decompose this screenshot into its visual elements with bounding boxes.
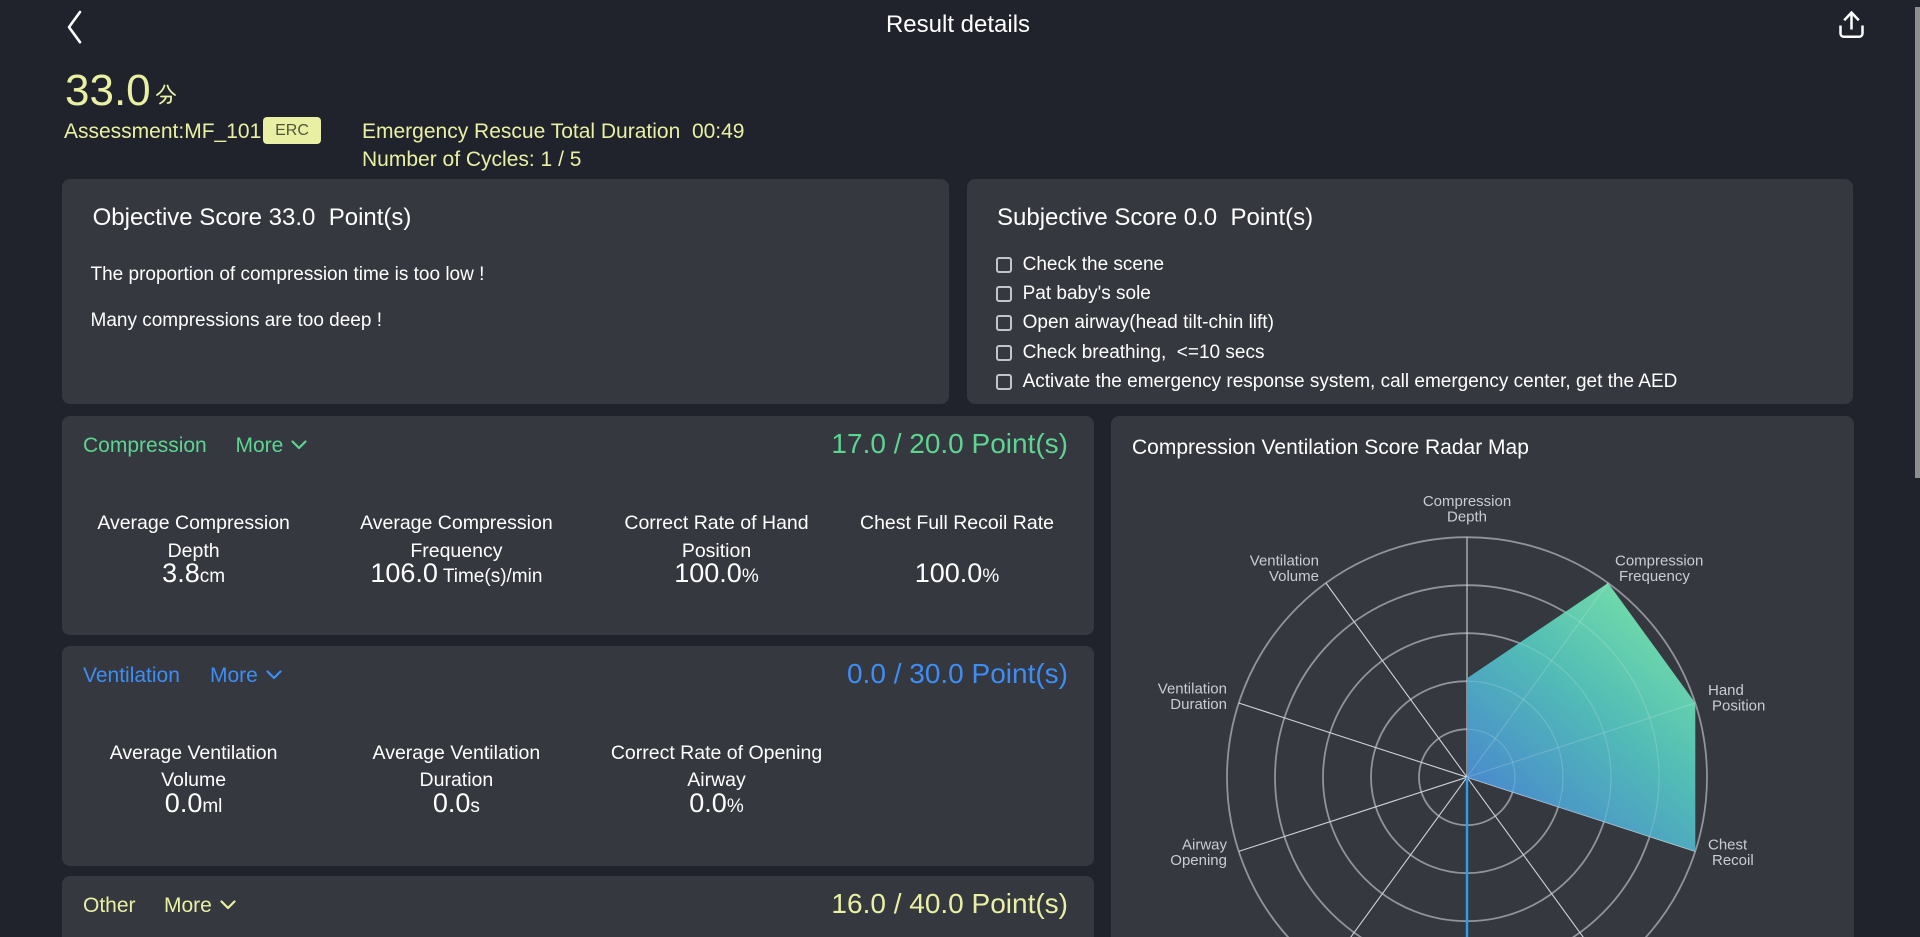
svg-text:Volume: Volume xyxy=(1269,568,1319,585)
svg-text:Frequency: Frequency xyxy=(1619,568,1690,585)
svg-text:Ventilation: Ventilation xyxy=(1250,552,1319,569)
svg-text:Airway: Airway xyxy=(1182,836,1228,853)
svg-text:Hand: Hand xyxy=(1708,682,1744,699)
svg-text:Compression: Compression xyxy=(1615,552,1703,569)
svg-text:Chest: Chest xyxy=(1708,836,1748,853)
svg-text:Recoil: Recoil xyxy=(1712,852,1754,869)
svg-text:Ventilation: Ventilation xyxy=(1158,680,1227,697)
svg-text:Depth: Depth xyxy=(1447,508,1487,525)
svg-text:Position: Position xyxy=(1712,697,1765,714)
svg-text:Compression: Compression xyxy=(1423,493,1511,510)
svg-text:Duration: Duration xyxy=(1170,696,1227,713)
svg-text:Opening: Opening xyxy=(1170,852,1227,869)
